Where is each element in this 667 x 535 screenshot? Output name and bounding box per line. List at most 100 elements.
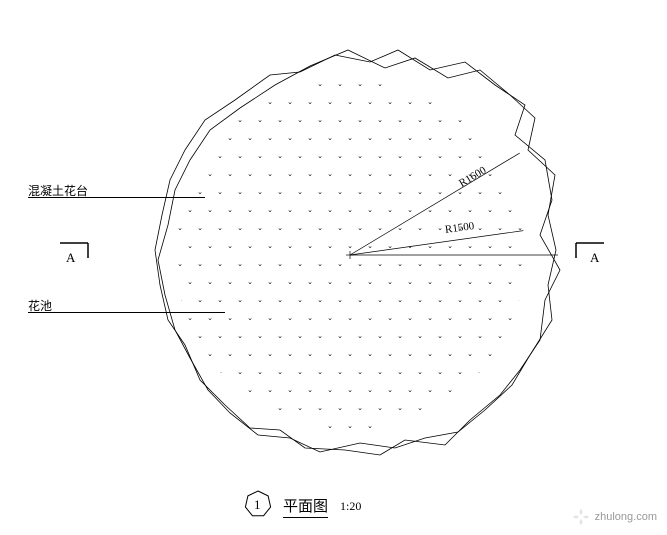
svg-text:⌄: ⌄ <box>547 98 553 106</box>
svg-text:⌄: ⌄ <box>227 242 233 250</box>
svg-text:⌄: ⌄ <box>377 476 383 484</box>
svg-text:⌄: ⌄ <box>467 350 473 358</box>
svg-text:⌄: ⌄ <box>167 242 173 250</box>
svg-text:⌄: ⌄ <box>347 530 353 535</box>
svg-text:⌄: ⌄ <box>577 224 583 232</box>
svg-text:⌄: ⌄ <box>357 332 363 340</box>
svg-text:⌄: ⌄ <box>487 422 493 430</box>
svg-text:⌄: ⌄ <box>227 494 233 502</box>
svg-text:⌄: ⌄ <box>527 170 533 178</box>
svg-text:⌄: ⌄ <box>137 260 143 268</box>
svg-text:⌄: ⌄ <box>427 386 433 394</box>
svg-text:⌄: ⌄ <box>317 188 323 196</box>
svg-text:⌄: ⌄ <box>577 80 583 88</box>
svg-text:⌄: ⌄ <box>417 224 423 232</box>
svg-text:⌄: ⌄ <box>627 530 633 535</box>
svg-text:⌄: ⌄ <box>247 386 253 394</box>
svg-text:⌄: ⌄ <box>557 368 563 376</box>
svg-text:⌄: ⌄ <box>357 188 363 196</box>
svg-text:⌄: ⌄ <box>337 260 343 268</box>
svg-text:⌄: ⌄ <box>487 278 493 286</box>
center-mark <box>346 251 354 259</box>
svg-text:⌄: ⌄ <box>167 458 173 466</box>
svg-text:⌄: ⌄ <box>557 404 563 412</box>
svg-text:⌄: ⌄ <box>197 404 203 412</box>
svg-text:⌄: ⌄ <box>277 368 283 376</box>
svg-text:⌄: ⌄ <box>347 62 353 70</box>
svg-text:⌄: ⌄ <box>227 314 233 322</box>
svg-text:⌄: ⌄ <box>457 80 463 88</box>
svg-text:⌄: ⌄ <box>387 314 393 322</box>
svg-text:⌄: ⌄ <box>597 368 603 376</box>
svg-text:⌄: ⌄ <box>147 314 153 322</box>
svg-text:⌄: ⌄ <box>517 44 523 52</box>
svg-text:⌄: ⌄ <box>567 242 573 250</box>
svg-text:⌄: ⌄ <box>407 134 413 142</box>
svg-text:⌄: ⌄ <box>187 242 193 250</box>
svg-text:⌄: ⌄ <box>257 260 263 268</box>
svg-text:⌄: ⌄ <box>387 350 393 358</box>
svg-text:⌄: ⌄ <box>647 242 653 250</box>
svg-text:⌄: ⌄ <box>187 458 193 466</box>
svg-text:⌄: ⌄ <box>637 152 643 160</box>
svg-text:⌄: ⌄ <box>147 170 153 178</box>
svg-text:⌄: ⌄ <box>277 188 283 196</box>
svg-text:⌄: ⌄ <box>537 188 543 196</box>
svg-text:⌄: ⌄ <box>607 206 613 214</box>
svg-text:⌄: ⌄ <box>507 458 513 466</box>
svg-text:⌄: ⌄ <box>297 188 303 196</box>
svg-text:⌄: ⌄ <box>227 530 233 535</box>
svg-text:⌄: ⌄ <box>467 386 473 394</box>
svg-text:⌄: ⌄ <box>547 494 553 502</box>
svg-text:⌄: ⌄ <box>347 422 353 430</box>
svg-text:⌄: ⌄ <box>277 260 283 268</box>
svg-text:⌄: ⌄ <box>297 368 303 376</box>
svg-text:⌄: ⌄ <box>467 242 473 250</box>
svg-text:⌄: ⌄ <box>247 206 253 214</box>
svg-text:⌄: ⌄ <box>457 512 463 520</box>
svg-text:⌄: ⌄ <box>397 296 403 304</box>
svg-text:⌄: ⌄ <box>237 296 243 304</box>
svg-text:⌄: ⌄ <box>587 458 593 466</box>
svg-text:⌄: ⌄ <box>147 386 153 394</box>
svg-text:⌄: ⌄ <box>157 116 163 124</box>
svg-text:⌄: ⌄ <box>337 404 343 412</box>
svg-text:⌄: ⌄ <box>147 62 153 70</box>
leader-concrete-planter <box>28 197 205 198</box>
svg-text:⌄: ⌄ <box>267 530 273 535</box>
svg-text:⌄: ⌄ <box>407 422 413 430</box>
svg-text:⌄: ⌄ <box>307 98 313 106</box>
svg-text:⌄: ⌄ <box>367 386 373 394</box>
svg-text:⌄: ⌄ <box>627 386 633 394</box>
svg-text:⌄: ⌄ <box>627 494 633 502</box>
svg-text:⌄: ⌄ <box>257 404 263 412</box>
svg-text:⌄: ⌄ <box>317 152 323 160</box>
svg-text:⌄: ⌄ <box>557 80 563 88</box>
svg-text:⌄: ⌄ <box>507 530 513 535</box>
svg-text:⌄: ⌄ <box>637 332 643 340</box>
svg-text:⌄: ⌄ <box>327 530 333 535</box>
svg-text:⌄: ⌄ <box>307 134 313 142</box>
svg-text:⌄: ⌄ <box>417 368 423 376</box>
svg-text:⌄: ⌄ <box>437 512 443 520</box>
svg-text:⌄: ⌄ <box>477 440 483 448</box>
svg-text:⌄: ⌄ <box>477 332 483 340</box>
svg-text:⌄: ⌄ <box>587 314 593 322</box>
svg-text:⌄: ⌄ <box>277 44 283 52</box>
svg-text:⌄: ⌄ <box>367 530 373 535</box>
svg-text:⌄: ⌄ <box>537 440 543 448</box>
svg-text:⌄: ⌄ <box>527 314 533 322</box>
svg-text:⌄: ⌄ <box>557 224 563 232</box>
svg-text:⌄: ⌄ <box>487 314 493 322</box>
svg-text:⌄: ⌄ <box>197 440 203 448</box>
svg-text:⌄: ⌄ <box>417 80 423 88</box>
svg-text:⌄: ⌄ <box>187 530 193 535</box>
svg-text:⌄: ⌄ <box>357 296 363 304</box>
svg-text:⌄: ⌄ <box>517 332 523 340</box>
svg-text:⌄: ⌄ <box>477 224 483 232</box>
svg-text:⌄: ⌄ <box>317 80 323 88</box>
svg-text:⌄: ⌄ <box>197 224 203 232</box>
svg-text:⌄: ⌄ <box>397 152 403 160</box>
svg-text:⌄: ⌄ <box>357 404 363 412</box>
svg-text:⌄: ⌄ <box>247 314 253 322</box>
